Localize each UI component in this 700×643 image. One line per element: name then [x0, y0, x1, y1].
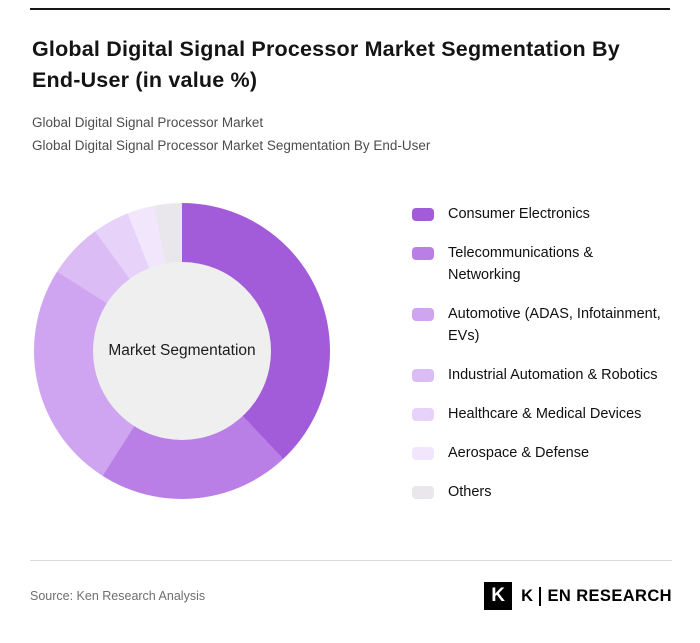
footer: Source: Ken Research Analysis K K EN RES… — [30, 581, 672, 611]
source-note: Source: Ken Research Analysis — [30, 589, 206, 603]
legend-swatch — [412, 207, 434, 221]
chart-area: Market Segmentation Consumer Electronics… — [30, 202, 670, 520]
legend-label: Industrial Automation & Robotics — [448, 366, 658, 383]
legend-item: Others — [412, 481, 666, 503]
legend-item: Industrial Automation & Robotics — [412, 364, 666, 386]
legend-item: Consumer Electronics — [412, 203, 666, 225]
legend-item: Telecommunications & Networking — [412, 242, 666, 286]
donut-center-label: Market Segmentation — [108, 341, 256, 359]
donut-chart-wrap: Market Segmentation — [34, 202, 330, 499]
subtitle-line-2: Global Digital Signal Processor Market S… — [32, 137, 431, 153]
legend-item: Automotive (ADAS, Infotainment, EVs) — [412, 303, 666, 347]
legend-item: Aerospace & Defense — [412, 442, 666, 464]
legend-swatch — [412, 246, 434, 260]
legend-swatch — [412, 485, 434, 499]
top-divider — [30, 8, 670, 10]
legend-label: Aerospace & Defense — [448, 444, 590, 461]
legend-swatch — [412, 368, 434, 382]
ken-research-logo-text-k: K — [521, 586, 534, 605]
legend-label: Automotive (ADAS, Infotainment, EVs) — [448, 305, 661, 344]
subtitle-line-1: Global Digital Signal Processor Market — [32, 115, 264, 131]
legend-label: Healthcare & Medical Devices — [448, 405, 642, 422]
ken-research-logo-text-rest: EN RESEARCH — [539, 586, 672, 606]
ken-research-logo-text: K EN RESEARCH — [521, 586, 672, 606]
legend-label: Telecommunications & Networking — [448, 244, 594, 283]
page-title: Global Digital Signal Processor Market S… — [32, 37, 620, 92]
legend-swatch — [412, 307, 434, 321]
legend-label: Consumer Electronics — [448, 205, 590, 222]
legend-label: Others — [448, 483, 492, 500]
footer-divider — [30, 560, 672, 561]
legend-item: Healthcare & Medical Devices — [412, 403, 666, 425]
donut-center: Market Segmentation — [93, 261, 271, 440]
legend: Consumer Electronics Telecommunications &… — [412, 203, 666, 520]
ken-research-logo-mark: K — [483, 581, 514, 611]
legend-swatch — [412, 407, 434, 421]
legend-swatch — [412, 446, 434, 460]
ken-research-logo: K K EN RESEARCH — [483, 581, 672, 611]
